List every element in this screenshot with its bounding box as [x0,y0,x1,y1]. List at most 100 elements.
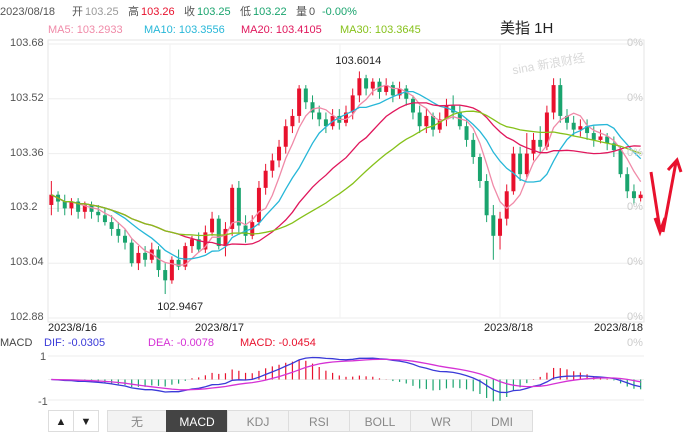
candle-body [578,126,583,130]
ma10-legend: MA10: 103.3556 [144,24,225,36]
candle-body [451,105,456,113]
percent-tick: 0% [627,256,643,269]
tab-none[interactable]: 无 [107,410,167,432]
high-price-annotation: 103.6014 [335,54,382,67]
candle-body [303,88,308,103]
candle-body [136,252,141,264]
candle-body [82,204,87,212]
percent-tick: 0% [627,311,643,323]
candle-body [431,115,436,130]
dif-line [51,356,641,394]
candle-body [183,246,188,267]
quote-date: 2023/08/18 [0,6,56,18]
volume-label: 量 [296,6,307,18]
ma5-line [51,84,642,266]
candle-body [76,201,81,212]
candle-body [236,187,241,226]
candle-body [277,146,282,161]
candle-body [297,88,302,116]
tab-kdj[interactable]: KDJ [227,410,289,432]
candle-body [471,139,476,158]
close-label: 收 [184,6,195,18]
candle-body [417,112,422,127]
macd-right-tick: 0% [627,337,643,349]
tab-dmi[interactable]: DMI [471,410,533,432]
down-arrow-icon [649,171,667,237]
time-label: 2023/8/16 [48,322,97,334]
candle-body [531,139,536,154]
percent-tick: 0% [627,91,643,104]
candle-body [477,157,482,181]
candle-body [109,222,114,229]
dea-legend: DEA: -0.0078 [148,337,215,349]
change-value: -0.00% [322,6,357,18]
candle-body [129,242,134,264]
candle-body [123,235,128,243]
candle-body [196,239,201,250]
price-ytick: 103.68 [10,37,44,49]
tab-wr[interactable]: WR [410,410,472,432]
ma20-legend: MA20: 103.4105 [241,24,322,36]
price-plot-frame [47,39,645,323]
time-label: 2023/8/18 [484,322,533,334]
price-ytick: 103.04 [10,256,44,269]
symbol-title: 美指 1H [500,20,554,37]
candle-body [544,112,549,147]
candle-body [564,115,569,123]
candle-body [263,170,268,188]
candle-body [625,174,630,192]
candle-body [290,115,295,127]
candle-body [317,112,322,120]
macd-legend: MACD: -0.0454 [240,337,316,349]
candle-body [611,143,616,151]
tab-boll[interactable]: BOLL [349,410,411,432]
candle-body [102,215,107,223]
time-label: 2023/8/17 [195,322,244,334]
price-ytick: 103.36 [10,146,44,159]
candle-body [551,85,556,113]
candle-body [370,81,375,89]
candle-body [189,239,194,247]
candle-body [169,259,174,281]
candle-body [310,102,315,113]
candle-body [424,115,429,127]
dea-line [51,358,641,391]
scroll-down-button[interactable]: ▼ [73,410,99,432]
percent-tick: 0% [627,146,643,159]
indicator-tabs: ▲ ▼ 无 MACD KDJ RSI BOLL WR DMI [48,410,648,434]
candle-body [410,98,415,113]
candle-body [344,112,348,123]
candle-body [491,215,496,236]
candle-body [283,126,288,147]
macd-ytick: 1 [40,351,47,363]
candle-body [571,122,576,130]
candle-body [256,187,261,223]
candle-body [89,204,94,212]
candle-body [618,150,623,175]
tab-macd[interactable]: MACD [166,410,228,432]
candle-body [163,270,168,281]
candle-body [591,133,596,140]
price-ytick: 102.88 [10,311,44,323]
candle-body [585,126,590,134]
candle-body [498,218,503,236]
candle-body [558,85,563,116]
candle-body [364,78,369,89]
candle-body [631,191,636,199]
candle-body [524,153,529,175]
scroll-up-button[interactable]: ▲ [48,410,74,432]
candle-body [149,249,154,260]
candle-body [464,126,469,140]
candle-body [230,187,235,229]
up-arrow-icon [661,157,683,233]
high-value: 103.26 [141,6,175,18]
candle-body [598,136,603,140]
volume-value: 0 [309,6,316,18]
ma30-legend: MA30: 103.3645 [340,24,421,36]
low-price-annotation: 102.9467 [157,301,204,314]
ma5-legend: MA5: 103.2933 [48,24,123,36]
tab-rsi[interactable]: RSI [288,410,350,432]
candle-body [203,232,208,250]
candle-body [538,139,543,147]
